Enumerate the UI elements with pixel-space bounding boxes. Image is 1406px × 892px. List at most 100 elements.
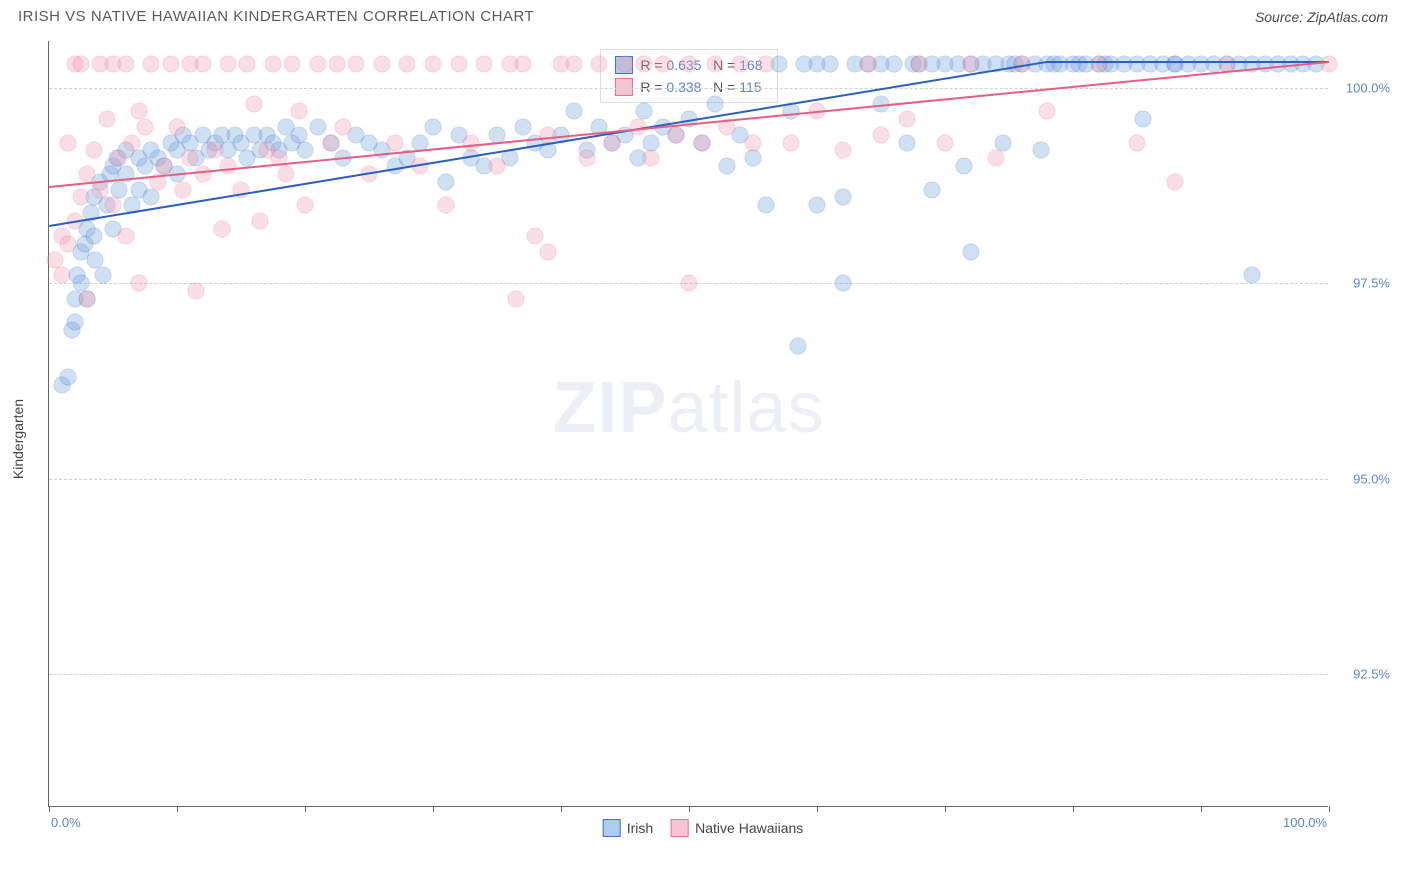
data-point xyxy=(617,56,634,73)
data-point xyxy=(181,150,198,167)
data-point xyxy=(87,251,104,268)
data-point xyxy=(578,150,595,167)
y-axis-label: Kindergarten xyxy=(10,399,26,479)
gridline xyxy=(49,88,1328,89)
data-point xyxy=(937,134,954,151)
legend-item: Irish xyxy=(603,819,653,837)
data-point xyxy=(437,173,454,190)
data-point xyxy=(681,275,698,292)
x-tick xyxy=(177,806,178,812)
y-tick-label: 95.0% xyxy=(1353,471,1390,486)
data-point xyxy=(73,275,90,292)
data-point xyxy=(732,56,749,73)
data-point xyxy=(693,134,710,151)
data-point xyxy=(252,212,269,229)
data-point xyxy=(591,56,608,73)
data-point xyxy=(105,197,122,214)
data-point xyxy=(988,150,1005,167)
data-point xyxy=(757,56,774,73)
y-tick-label: 100.0% xyxy=(1346,80,1390,95)
data-point xyxy=(85,142,102,159)
x-tick-label: 100.0% xyxy=(1283,815,1327,830)
data-point xyxy=(489,158,506,175)
data-point xyxy=(425,118,442,135)
data-point xyxy=(130,103,147,120)
data-point xyxy=(642,150,659,167)
data-point xyxy=(873,126,890,143)
data-point xyxy=(437,197,454,214)
data-point xyxy=(79,165,96,182)
data-point xyxy=(783,134,800,151)
data-point xyxy=(297,197,314,214)
data-point xyxy=(143,189,160,206)
data-point xyxy=(527,228,544,245)
data-point xyxy=(425,56,442,73)
data-point xyxy=(898,134,915,151)
data-point xyxy=(53,267,70,284)
data-point xyxy=(111,181,128,198)
data-point xyxy=(834,189,851,206)
data-point xyxy=(66,314,83,331)
data-point xyxy=(207,142,224,159)
data-point xyxy=(834,142,851,159)
data-point xyxy=(757,197,774,214)
data-point xyxy=(745,150,762,167)
data-point xyxy=(1090,56,1107,73)
data-point xyxy=(450,56,467,73)
data-point xyxy=(514,56,531,73)
data-point xyxy=(719,158,736,175)
data-point xyxy=(85,228,102,245)
data-point xyxy=(834,275,851,292)
data-point xyxy=(277,165,294,182)
x-tick xyxy=(945,806,946,812)
data-point xyxy=(79,290,96,307)
data-point xyxy=(508,290,525,307)
data-point xyxy=(239,56,256,73)
data-point xyxy=(220,56,237,73)
data-point xyxy=(162,56,179,73)
data-point xyxy=(1129,134,1146,151)
data-point xyxy=(194,165,211,182)
data-point xyxy=(175,181,192,198)
plot-area: ZIPatlas R = 0.635 N = 168 R = 0.338 N =… xyxy=(48,41,1328,807)
data-point xyxy=(194,56,211,73)
legend-label: Irish xyxy=(627,820,653,836)
data-point xyxy=(98,111,115,128)
x-tick xyxy=(305,806,306,812)
data-point xyxy=(789,337,806,354)
data-point xyxy=(213,220,230,237)
x-tick xyxy=(433,806,434,812)
data-point xyxy=(565,103,582,120)
data-point xyxy=(636,103,653,120)
data-point xyxy=(60,236,77,253)
data-point xyxy=(706,56,723,73)
x-tick-label: 0.0% xyxy=(51,815,81,830)
data-point xyxy=(885,56,902,73)
gridline xyxy=(49,674,1328,675)
data-point xyxy=(1167,173,1184,190)
data-point xyxy=(860,56,877,73)
x-tick xyxy=(1073,806,1074,812)
data-point xyxy=(309,56,326,73)
watermark: ZIPatlas xyxy=(552,367,824,449)
data-point xyxy=(137,118,154,135)
data-point xyxy=(514,118,531,135)
data-point xyxy=(911,56,928,73)
data-point xyxy=(373,56,390,73)
data-point xyxy=(130,275,147,292)
data-point xyxy=(745,134,762,151)
data-point xyxy=(309,118,326,135)
x-tick xyxy=(561,806,562,812)
data-point xyxy=(290,126,307,143)
data-point xyxy=(642,134,659,151)
data-point xyxy=(821,56,838,73)
data-point xyxy=(1135,111,1152,128)
data-point xyxy=(898,111,915,128)
y-tick-label: 92.5% xyxy=(1353,667,1390,682)
gridline xyxy=(49,479,1328,480)
data-point xyxy=(655,56,672,73)
data-point xyxy=(117,56,134,73)
data-point xyxy=(924,181,941,198)
data-point xyxy=(681,56,698,73)
data-point xyxy=(994,134,1011,151)
